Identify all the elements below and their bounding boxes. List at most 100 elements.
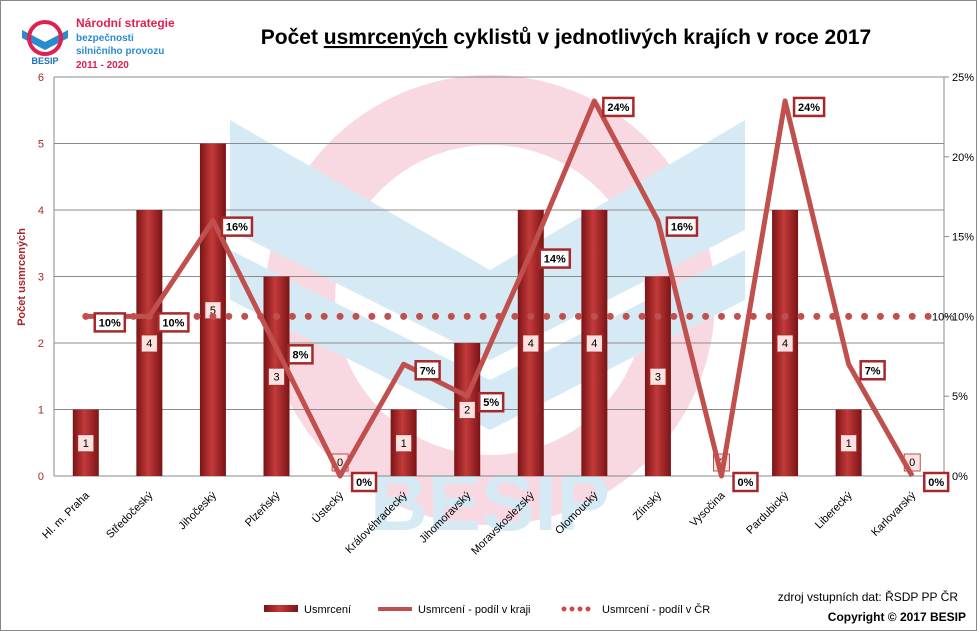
dot bbox=[813, 312, 821, 320]
line-label: 10% bbox=[157, 312, 190, 333]
y2-tick-label: 20% bbox=[952, 152, 974, 164]
dotted-point bbox=[209, 312, 217, 320]
bar-label-box bbox=[395, 434, 413, 453]
title-part: cyklistů v jednotlivých krajích v roce 2… bbox=[448, 26, 872, 49]
bar-label: 3 bbox=[649, 367, 667, 386]
line-label-box bbox=[602, 96, 635, 118]
line-label-text: 5% bbox=[483, 397, 499, 409]
line-label-text: 24% bbox=[607, 102, 629, 114]
line-label: 24% bbox=[792, 96, 826, 118]
dot bbox=[733, 312, 741, 320]
logo-line: Národní strategie bbox=[76, 16, 175, 30]
line-label: 10% bbox=[93, 312, 127, 333]
line-label-text: 8% bbox=[293, 349, 309, 361]
bar-label: 4 bbox=[585, 334, 603, 353]
y-tick-label: 3 bbox=[38, 272, 44, 284]
line-label-box bbox=[792, 96, 826, 118]
logo-mark bbox=[22, 30, 68, 50]
bar-label-text: 1 bbox=[846, 438, 852, 450]
line-label-box bbox=[220, 216, 254, 237]
line-label-box bbox=[923, 471, 950, 493]
dot bbox=[479, 312, 487, 320]
title-part: usmrcených bbox=[324, 26, 448, 49]
title-part: Počet bbox=[261, 26, 324, 49]
line-label-text: 24% bbox=[798, 102, 820, 114]
line-label: 24% bbox=[602, 96, 635, 118]
bar-label: 1 bbox=[840, 434, 858, 453]
line-label-box bbox=[414, 360, 441, 381]
y-tick-label: 2 bbox=[38, 338, 44, 350]
dotted-point bbox=[527, 312, 535, 320]
bar-label-text: 0 bbox=[337, 457, 343, 469]
bar-label-text: 4 bbox=[782, 338, 788, 350]
line-label-text: 0% bbox=[738, 477, 754, 489]
line-label: 16% bbox=[665, 216, 699, 237]
bar-label-text: 4 bbox=[146, 338, 152, 350]
y-tick-label: 6 bbox=[38, 72, 44, 84]
line bbox=[85, 98, 915, 479]
logo-ring bbox=[27, 20, 63, 56]
dot bbox=[797, 312, 805, 320]
line-label: 16% bbox=[220, 216, 254, 237]
dot bbox=[288, 312, 296, 320]
dotted-point bbox=[908, 312, 916, 320]
dotted-label: 10% bbox=[932, 311, 954, 323]
y2-tick-label: 10% bbox=[952, 311, 974, 323]
dotted-point bbox=[273, 312, 280, 320]
y2-tick-label: 5% bbox=[952, 391, 968, 403]
bar-label-text: 5 bbox=[210, 305, 216, 317]
dot bbox=[606, 312, 614, 320]
dot bbox=[543, 312, 551, 320]
bar-label-text: 3 bbox=[655, 371, 661, 383]
dot bbox=[924, 312, 932, 320]
line-label: 7% bbox=[859, 360, 886, 381]
bar-label-text: 3 bbox=[273, 371, 279, 383]
bar-label-text: 1 bbox=[83, 438, 89, 450]
dotted-point bbox=[654, 312, 662, 320]
dot bbox=[638, 312, 646, 320]
dotted-point bbox=[336, 312, 344, 320]
dot bbox=[304, 312, 312, 320]
logo-line: bezpečnosti bbox=[76, 33, 134, 44]
line-label-text: 10% bbox=[99, 317, 121, 329]
chart-title: Počet usmrcených cyklistů v jednotlivých… bbox=[261, 26, 871, 49]
line-label-box bbox=[478, 391, 505, 413]
dot bbox=[193, 312, 201, 320]
dotted-point bbox=[590, 312, 598, 320]
line-label-text: 16% bbox=[226, 222, 248, 234]
line-label-text: 14% bbox=[544, 254, 566, 266]
logo: BESIP Národní strategie bezpečnosti siln… bbox=[22, 16, 175, 71]
dot bbox=[352, 312, 360, 320]
bar-label: 1 bbox=[77, 434, 95, 453]
line-label-box bbox=[350, 471, 378, 493]
bar-label-box bbox=[268, 367, 285, 386]
y2-tick-label: 25% bbox=[952, 72, 974, 84]
bar-label: 4 bbox=[776, 334, 794, 353]
bar-label-box bbox=[840, 434, 858, 453]
y2-tick-label: 15% bbox=[952, 232, 974, 244]
logo-line: silničního provozu bbox=[76, 46, 164, 57]
dot bbox=[702, 312, 710, 320]
dot bbox=[749, 312, 757, 320]
y-tick-label: 5 bbox=[38, 139, 44, 151]
bar-label-box bbox=[649, 367, 667, 386]
dot bbox=[765, 312, 773, 320]
y2-tick-label: 0% bbox=[952, 471, 968, 483]
dot bbox=[431, 312, 439, 320]
copyright: Copyright © 2017 BESIP bbox=[828, 610, 966, 624]
dotted-point bbox=[718, 312, 725, 320]
line-label-box bbox=[157, 312, 190, 333]
legend-label: Usmrcení bbox=[304, 604, 351, 616]
line-label: 14% bbox=[538, 248, 572, 269]
bar-label-box bbox=[77, 434, 95, 453]
dot bbox=[559, 312, 567, 320]
bar-label-text: 1 bbox=[401, 438, 407, 450]
bar-label: 3 bbox=[268, 367, 285, 386]
line-label-box bbox=[859, 360, 886, 381]
dotted-point bbox=[781, 312, 789, 320]
dot bbox=[368, 312, 376, 320]
line-label-text: 0% bbox=[356, 477, 372, 489]
bar-label-box bbox=[776, 334, 794, 353]
y-tick-label: 0 bbox=[38, 471, 44, 483]
